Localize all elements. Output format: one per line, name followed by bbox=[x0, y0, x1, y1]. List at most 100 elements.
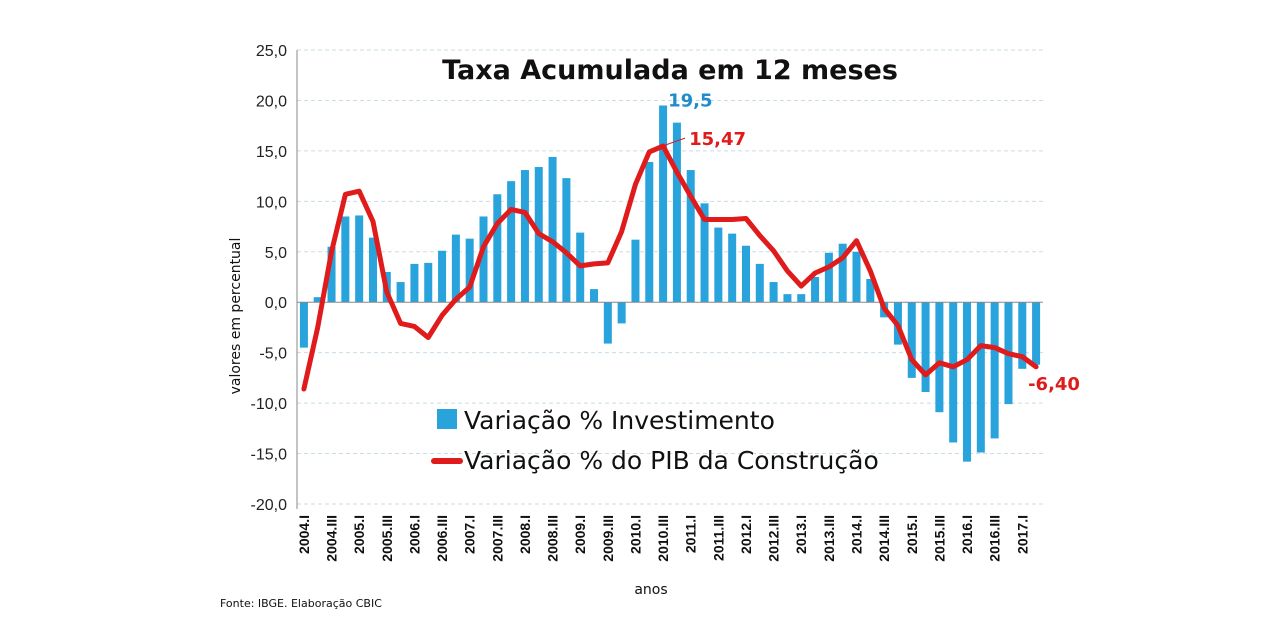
bar bbox=[562, 178, 571, 303]
y-tick-label: 10,0 bbox=[256, 194, 287, 211]
bar bbox=[424, 262, 433, 303]
bar bbox=[659, 105, 668, 303]
bar bbox=[617, 302, 626, 324]
bar bbox=[949, 302, 958, 443]
annotation-label: -6,40 bbox=[1028, 374, 1080, 395]
y-tick-label: 25,0 bbox=[256, 43, 287, 60]
annotation-label: 19,5 bbox=[668, 90, 712, 111]
bar bbox=[603, 302, 612, 344]
x-tick-label: 2012.III bbox=[766, 515, 782, 562]
y-tick-label: -5,0 bbox=[259, 346, 287, 363]
bar bbox=[963, 302, 972, 462]
x-tick-label: 2007.III bbox=[489, 515, 505, 562]
bar bbox=[396, 282, 405, 303]
bar bbox=[299, 302, 308, 348]
bar bbox=[783, 294, 792, 303]
y-tick-label: 0,0 bbox=[265, 295, 287, 312]
bar bbox=[866, 279, 875, 303]
bar bbox=[410, 263, 419, 303]
bar bbox=[438, 250, 447, 303]
axes bbox=[296, 50, 1043, 509]
bar bbox=[520, 170, 529, 303]
bar bbox=[700, 203, 709, 303]
bar bbox=[686, 170, 695, 303]
bar bbox=[769, 282, 778, 303]
bar bbox=[590, 289, 599, 303]
bar bbox=[907, 302, 916, 378]
bar bbox=[507, 181, 516, 303]
x-tick-label: 2004.III bbox=[324, 515, 340, 562]
bar bbox=[935, 302, 944, 413]
bar bbox=[852, 251, 861, 303]
x-tick-label: 2013.III bbox=[821, 515, 837, 562]
x-tick-label: 2009.I bbox=[572, 515, 588, 554]
x-tick-label: 2010.I bbox=[627, 515, 643, 554]
x-tick-label: 2006.I bbox=[406, 515, 422, 554]
bar bbox=[755, 263, 764, 303]
x-tick-label: 2004.I bbox=[296, 515, 312, 554]
y-tick-label: 5,0 bbox=[265, 245, 287, 262]
x-tick-label: 2015.III bbox=[931, 515, 947, 562]
x-tick-label: 2009.III bbox=[600, 515, 616, 562]
bar bbox=[728, 233, 737, 303]
legend-label-investimento: Variação % Investimento bbox=[464, 406, 775, 435]
bar bbox=[921, 302, 930, 393]
legend: Variação % Investimento Variação % do PI… bbox=[431, 406, 879, 475]
x-tick-label: 2017.I bbox=[1014, 515, 1030, 554]
bar bbox=[548, 156, 557, 303]
x-tick-label: 2011.I bbox=[683, 515, 699, 553]
bar bbox=[493, 194, 502, 303]
bar bbox=[1018, 302, 1027, 369]
x-tick-label: 2008.III bbox=[545, 515, 561, 562]
x-tick-label: 2010.III bbox=[655, 515, 671, 562]
y-tick-label: -20,0 bbox=[251, 497, 288, 514]
bar bbox=[313, 297, 322, 303]
x-tick-label: 2011.III bbox=[710, 515, 726, 561]
y-tick-label: -10,0 bbox=[251, 396, 288, 413]
gridlines bbox=[297, 49, 1043, 505]
y-axis-label: valores em percentual bbox=[228, 238, 244, 395]
bar bbox=[327, 246, 336, 303]
bar bbox=[355, 215, 364, 303]
bar bbox=[645, 161, 654, 303]
bar bbox=[824, 252, 833, 303]
bar bbox=[1032, 302, 1041, 365]
x-tick-label: 2016.I bbox=[959, 515, 975, 554]
x-axis-label: anos bbox=[634, 582, 667, 598]
x-tick-label: 2005.I bbox=[351, 515, 367, 554]
bar bbox=[672, 122, 681, 303]
bar bbox=[838, 243, 847, 303]
bar bbox=[811, 277, 820, 303]
x-tick-label: 2015.I bbox=[904, 515, 920, 554]
bar bbox=[465, 238, 474, 303]
x-tick-label: 2014.III bbox=[876, 515, 892, 562]
x-tick-label: 2012.I bbox=[738, 515, 754, 554]
source-note: Fonte: IBGE. Elaboração CBIC bbox=[220, 597, 382, 610]
x-tick-label: 2005.III bbox=[379, 515, 395, 562]
bar bbox=[976, 302, 985, 453]
x-tick-label: 2013.I bbox=[793, 515, 809, 554]
bar bbox=[797, 294, 806, 303]
bar bbox=[368, 237, 377, 303]
y-tick-labels: 25,0 20,0 15,0 10,0 5,0 0,0 -5,0 -10,0 -15,0 -20,… bbox=[251, 43, 288, 514]
line-series bbox=[301, 143, 1039, 392]
legend-swatch-investimento bbox=[437, 409, 457, 429]
x-tick-label: 2008.I bbox=[517, 515, 533, 554]
annotations: 19,5 15,47 -6,40 bbox=[664, 90, 1080, 395]
chart-title: Taxa Acumulada em 12 meses bbox=[442, 55, 898, 86]
legend-label-pib: Variação % do PIB da Construção bbox=[464, 446, 879, 475]
annotation-leader-line bbox=[664, 137, 686, 146]
x-tick-label: 2014.I bbox=[849, 515, 865, 554]
x-tick-label: 2016.III bbox=[987, 515, 1003, 562]
bar bbox=[479, 216, 488, 303]
x-tick-label: 2006.III bbox=[434, 515, 450, 562]
annotation-label: 15,47 bbox=[689, 129, 746, 150]
bar bbox=[451, 234, 460, 303]
bar bbox=[714, 227, 723, 303]
y-tick-label: -15,0 bbox=[251, 447, 288, 464]
bar bbox=[631, 239, 640, 303]
bar bbox=[741, 245, 750, 303]
x-tick-labels: 2004.I 2004.III 2005.I 2005.III 2006.I 2006.I… bbox=[296, 515, 1030, 562]
bar bbox=[341, 216, 350, 303]
